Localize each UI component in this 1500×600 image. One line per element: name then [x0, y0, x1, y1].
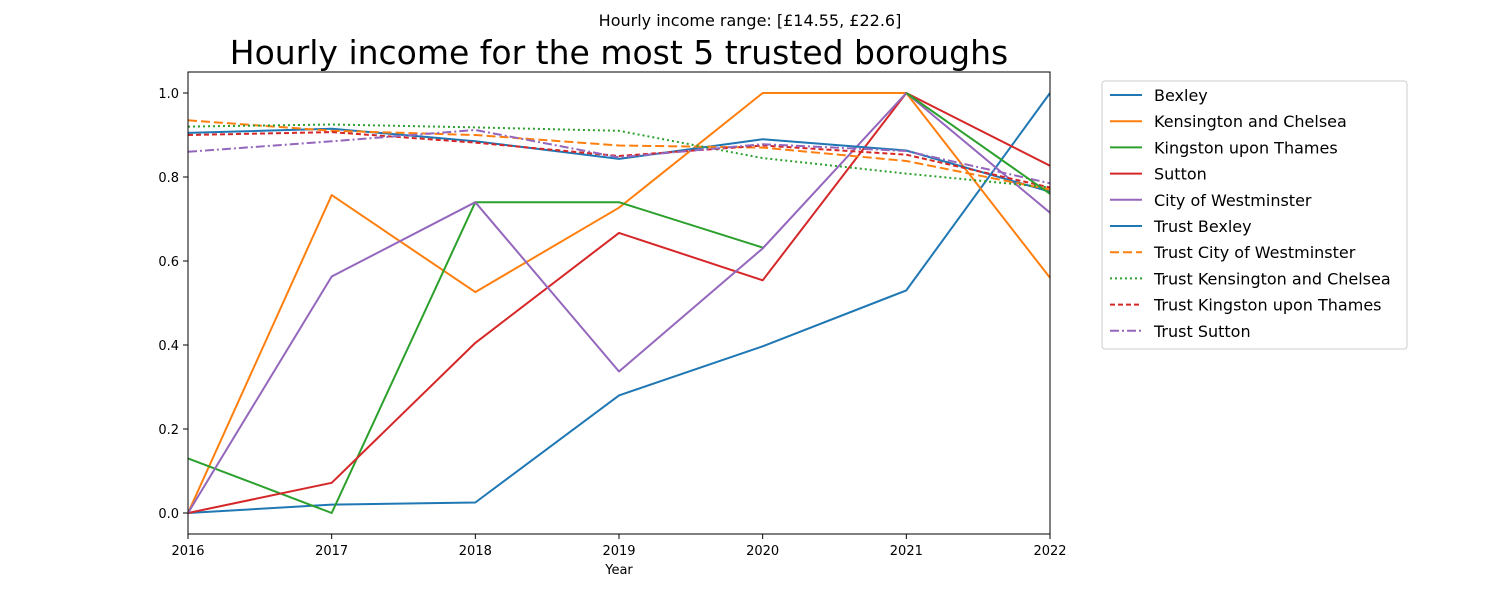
legend-label: Kensington and Chelsea — [1154, 112, 1347, 131]
legend-label: Sutton — [1154, 165, 1207, 184]
series-line-trust-city-of-westminster — [188, 119, 1050, 191]
x-axis-title: Year — [604, 563, 633, 578]
series-line-trust-bexley — [188, 127, 1050, 193]
plot-frame — [187, 71, 1051, 535]
legend-label: Trust City of Westminster — [1153, 243, 1356, 262]
chart-title: Hourly income for the most 5 trusted bor… — [230, 33, 1008, 72]
series-line-trust-kingston-upon-thames — [188, 131, 1050, 189]
legend-label: Trust Kensington and Chelsea — [1153, 269, 1391, 288]
legend-label: Trust Bexley — [1153, 217, 1252, 236]
x-tick-label: 2020 — [746, 544, 779, 559]
chart-subtitle: Hourly income range: [£14.55, £22.6] — [599, 11, 902, 30]
legend-label: Trust Kingston upon Thames — [1153, 296, 1382, 315]
y-axis: 0.0 0.2 0.4 0.6 0.8 1.0 — [158, 87, 188, 522]
x-tick-label: 2022 — [1033, 544, 1066, 559]
y-tick-label: 0.8 — [158, 171, 179, 186]
series-line-kingston-upon-thames-segment — [905, 92, 1050, 195]
x-tick-label: 2018 — [459, 544, 492, 559]
series-line-kingston-upon-thames — [188, 201, 764, 514]
x-tick-label: 2021 — [890, 544, 923, 559]
y-tick-label: 0.0 — [158, 507, 179, 522]
x-tick-label: 2019 — [602, 544, 635, 559]
x-tick-label: 2016 — [171, 544, 204, 559]
legend: Bexley Kensington and Chelsea Kingston upo… — [1101, 80, 1408, 350]
x-tick-label: 2017 — [315, 544, 348, 559]
x-axis: 2016 2017 2018 2019 2020 2021 2022 — [171, 534, 1067, 559]
series-line-trust-sutton — [188, 129, 1050, 185]
plot-lines — [188, 92, 1050, 514]
legend-label: Kingston upon Thames — [1154, 138, 1338, 157]
legend-label: Trust Sutton — [1153, 322, 1251, 341]
y-tick-label: 0.6 — [158, 255, 179, 270]
legend-box — [1101, 80, 1408, 350]
y-tick-label: 0.4 — [158, 339, 179, 354]
y-tick-label: 1.0 — [158, 87, 179, 102]
y-tick-label: 0.2 — [158, 423, 179, 438]
legend-label: Bexley — [1154, 86, 1208, 105]
series-line-bexley — [188, 92, 1050, 514]
series-line-trust-kensington-and-chelsea — [188, 123, 1050, 189]
legend-label: City of Westminster — [1154, 191, 1312, 210]
